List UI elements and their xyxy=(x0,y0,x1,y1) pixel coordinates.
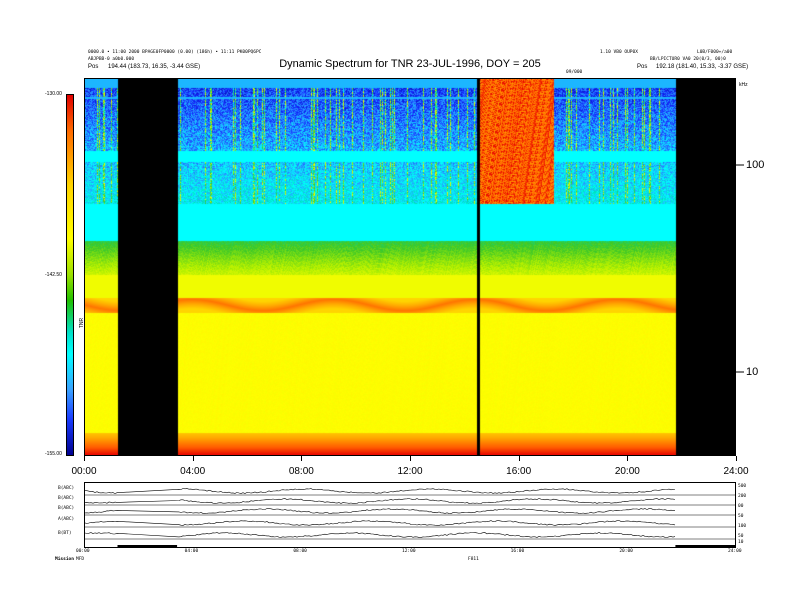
x-tick-label: 20:00 xyxy=(614,466,640,477)
panel-bottom-left-2: MFD xyxy=(76,557,85,562)
panel-scale-2: 200 xyxy=(738,494,747,499)
panel-label-5: B(BT) xyxy=(58,531,72,536)
x-tick-label: 16:00 xyxy=(506,466,532,477)
panel-trace xyxy=(84,520,676,526)
panel-x-tick-label: 24:00 xyxy=(728,549,742,554)
header-info-right-corner: L0B/F000+/a00 xyxy=(697,50,733,55)
ancillary-panel xyxy=(84,482,736,548)
panel-scale-5: 100 xyxy=(738,524,747,529)
panel-bottom-left: Mission xyxy=(55,557,74,562)
panel-bottom-center: F811 xyxy=(468,557,479,562)
spectrogram-plot xyxy=(84,78,736,456)
x-tick-label: 12:00 xyxy=(397,466,423,477)
header-info-right-2: BB/LPICTUR0 VA0 20(0/3, 00)0 xyxy=(650,57,726,62)
panel-scale-4: 50 xyxy=(738,514,744,519)
panel-gap-bar xyxy=(675,545,735,547)
panel-gap-bar xyxy=(117,545,178,547)
x-tick-label: 04:00 xyxy=(180,466,206,477)
header-info-left-2: ABJPBB-0 a0b0.000 xyxy=(88,57,135,62)
panel-x-tick-label: 04:00 xyxy=(184,549,199,554)
panel-scale-1: 500 xyxy=(738,484,747,489)
x-tick-mark xyxy=(192,456,194,461)
x-tick-mark xyxy=(410,456,411,461)
y-tick-label-10: 10 xyxy=(746,366,759,378)
y-tick-label-100: 100 xyxy=(746,159,765,171)
panel-x-tick-label: 08:00 xyxy=(293,549,307,554)
panel-trace xyxy=(84,498,676,504)
left-pos-value: 194.44 (183.73, 16.35, -3.44 GSE) xyxy=(108,64,201,70)
colorbar-label-top: -130.00 xyxy=(45,91,62,97)
header-info-right-1: 1.10 VB0 OUP0X xyxy=(600,50,638,55)
chart-title: Dynamic Spectrum for TNR 23-JUL-1996, DO… xyxy=(279,58,541,70)
colorbar-label-mid: -142.50 xyxy=(45,272,62,278)
header-info-left-1: 0000.0 • 11:00 2000 BPAGE0FP0000 (0.00) … xyxy=(88,50,262,55)
x-tick-mark xyxy=(736,456,737,461)
x-tick-mark xyxy=(301,456,303,461)
ancillary-traces xyxy=(84,488,735,547)
panel-trace xyxy=(84,488,676,494)
right-pos-value: 192.18 (181.40, 15.33, -3.37 GSE) xyxy=(656,64,749,70)
colorbar-label-bottom: -155.00 xyxy=(45,451,62,457)
panel-x-tick-label: 12:00 xyxy=(402,549,416,554)
colorbar xyxy=(66,94,74,456)
panel-label-2: B(ABC) xyxy=(58,496,75,501)
x-tick-mark xyxy=(627,456,629,461)
y-unit-label: kHz xyxy=(739,82,748,88)
left-pos-label: Pos xyxy=(88,64,99,70)
x-tick-mark xyxy=(84,456,85,461)
panel-trace xyxy=(84,508,676,514)
x-tick-label: 00:00 xyxy=(71,466,97,477)
x-tick-label: 24:00 xyxy=(723,466,749,477)
panel-label-4: A(ABC) xyxy=(58,517,75,522)
panel-trace xyxy=(84,532,676,538)
panel-scale-3: 00 xyxy=(738,504,744,509)
panel-scale-7: 10 xyxy=(738,540,744,545)
x-tick-label: 08:00 xyxy=(288,466,314,477)
x-tick-mark xyxy=(518,456,520,461)
right-axis-ticks xyxy=(736,164,744,373)
panel-x-tick-label: 00:00 xyxy=(76,549,90,554)
header-center-small: 09/000 xyxy=(566,70,583,75)
panel-x-tick-label: 16:00 xyxy=(510,549,525,554)
panel-label-3: B(ABC) xyxy=(58,506,75,511)
panel-x-tick-label: 20:00 xyxy=(619,549,633,554)
panel-label-1: B(ABC) xyxy=(58,486,75,491)
spectrogram-canvas xyxy=(85,79,735,455)
panel-scale-6: 50 xyxy=(738,534,744,539)
right-pos-label: Pos xyxy=(637,64,648,70)
